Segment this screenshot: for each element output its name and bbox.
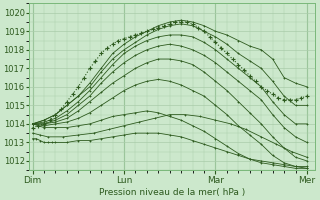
X-axis label: Pression niveau de la mer( hPa ): Pression niveau de la mer( hPa ) xyxy=(99,188,245,197)
